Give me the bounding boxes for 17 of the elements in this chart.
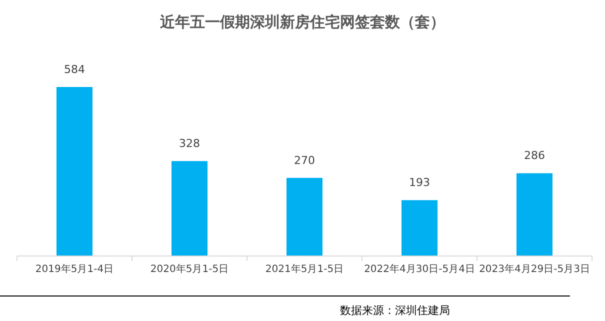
chart-title: 近年五一假期深圳新房住宅网签套数（套） (159, 13, 445, 31)
x-tick-label: 2020年5月1-5日 (150, 263, 229, 275)
data-label: 286 (524, 149, 545, 162)
bar (56, 87, 92, 256)
x-tick-label: 2019年5月1-4日 (35, 263, 114, 275)
bar (402, 200, 438, 256)
data-label: 584 (64, 63, 85, 76)
bar (286, 178, 322, 256)
source-note: 数据来源：深圳住建局 (340, 304, 450, 317)
data-label: 193 (409, 176, 430, 190)
x-tick-label: 2021年5月1-5日 (265, 263, 344, 275)
x-tick-label: 2022年4月30日-5月4日 (364, 263, 475, 275)
x-tick-label: 2023年4月29日-5月3日 (479, 263, 590, 275)
data-label: 270 (294, 154, 315, 167)
bar (172, 161, 208, 256)
data-label: 328 (179, 137, 200, 150)
bar (516, 173, 552, 256)
